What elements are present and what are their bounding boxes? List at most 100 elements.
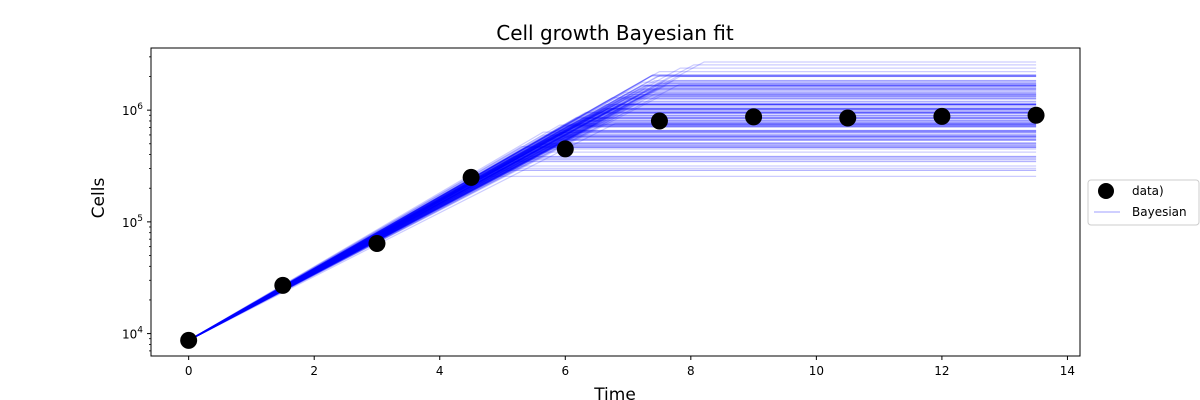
x-axis-label: Time [593,385,636,400]
bayesian-line [188,79,1037,341]
bayesian-line [188,138,1037,341]
bayesian-line [188,167,1037,341]
bayesian-line [188,138,1037,341]
bayesian-line [188,103,1037,341]
x-tick-label: 12 [934,364,949,378]
bayesian-line [188,124,1037,341]
bayesian-line [188,85,1037,341]
x-tick-label: 10 [809,364,824,378]
bayesian-line [188,144,1037,341]
data-point [462,168,480,186]
bayesian-line [188,85,1037,341]
bayesian-line [188,107,1037,341]
bayesian-line [188,143,1037,341]
bayesian-line [188,81,1037,341]
bayesian-line [188,155,1037,341]
chart-title: Cell growth Bayesian fit [496,21,734,45]
bayesian-line [188,132,1037,341]
bayesian-line [188,169,1037,341]
bayesian-line [188,148,1037,341]
bayesian-line [188,90,1037,341]
bayesian-line [188,122,1037,341]
bayesian-line [188,133,1037,341]
bayesian-line [188,79,1037,341]
y-tick-label: 105 [122,214,143,230]
bayesian-line [188,124,1037,341]
data-point [839,109,857,127]
bayesian-line [188,113,1037,341]
bayesian-line [188,126,1037,341]
x-tick-label: 6 [561,364,569,378]
bayesian-line [188,114,1037,341]
bayesian-line [188,96,1037,341]
bayesian-line [188,123,1037,341]
data-point [368,235,386,253]
bayesian-line [188,89,1037,341]
bayesian-line [188,151,1037,341]
data-point [180,331,198,349]
x-tick-label: 8 [687,364,695,378]
bayesian-line [188,115,1037,341]
x-tick-label: 0 [185,364,193,378]
data-point [1027,106,1045,124]
bayesian-line [188,87,1037,341]
bayesian-line [188,70,1037,341]
bayesian-line [188,81,1037,341]
bayesian-line [188,83,1037,341]
bayesian-line [188,94,1037,341]
bayesian-line [188,117,1037,341]
bayesian-line [188,75,1037,341]
bayesian-line [188,91,1037,341]
bayesian-line [188,107,1037,341]
bayesian-line [188,93,1037,341]
legend-label-data: data) [1132,184,1164,198]
bayesian-line [188,108,1037,341]
bayesian-line [188,117,1037,341]
bayesian-line [188,139,1037,341]
bayesian-line [188,84,1037,341]
bayesian-line [188,103,1037,341]
y-axis-label: Cells [89,178,109,219]
bayesian-line [188,146,1037,341]
bayesian-line [188,109,1037,341]
bayesian-line [188,121,1037,341]
data-point [745,108,763,126]
bayesian-line [188,98,1037,341]
bayesian-line [188,111,1037,341]
bayesian-lines [188,61,1037,341]
bayesian-line [188,83,1037,341]
x-axis: 0 2 4 6 8 10 12 14 [185,356,1075,378]
bayesian-line [188,130,1037,341]
bayesian-line [188,124,1037,341]
bayesian-line [188,130,1037,341]
x-tick-label: 2 [310,364,318,378]
bayesian-line [188,108,1037,341]
bayesian-line [188,114,1037,341]
bayesian-line [188,93,1037,341]
bayesian-line [188,109,1037,341]
bayesian-line [188,120,1037,341]
bayesian-line [188,67,1037,341]
bayesian-line [188,146,1037,341]
data-point [650,112,668,130]
bayesian-line [188,97,1037,341]
bayesian-line [188,94,1037,341]
bayesian-line [188,112,1037,341]
bayesian-line [188,103,1037,341]
bayesian-line [188,136,1037,341]
bayesian-line [188,134,1037,341]
bayesian-line [188,142,1037,341]
bayesian-line [188,75,1037,341]
bayesian-line [188,129,1037,341]
bayesian-line [188,142,1037,341]
bayesian-line [188,87,1037,341]
bayesian-line [188,122,1037,341]
plot-area [150,47,1081,357]
bayesian-line [188,119,1037,341]
bayesian-line [188,135,1037,341]
bayesian-line [188,83,1037,341]
bayesian-line [188,139,1037,341]
bayesian-line [188,165,1037,341]
bayesian-line [188,88,1037,341]
